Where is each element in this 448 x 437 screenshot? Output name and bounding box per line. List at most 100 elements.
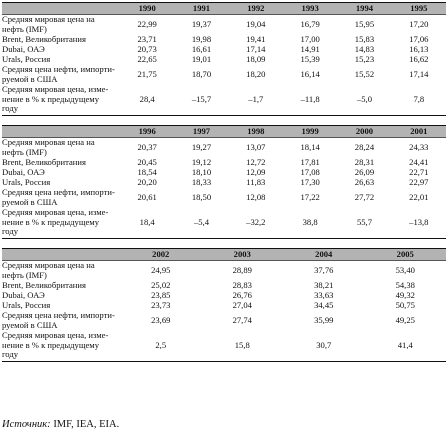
row-label: Средняя мировая цена, изме-нение в % к п… [2, 207, 120, 239]
year-header: 1990 [120, 2, 175, 15]
value-cell: 18,09 [246, 54, 266, 65]
value-cell: 18,33 [191, 177, 212, 188]
value-cell: 22,01 [409, 192, 429, 203]
table-row: Dubai, ОАЭ 23,85 26,76 33,63 49,32 [2, 290, 446, 301]
header-label-cell [2, 125, 120, 138]
header-label-cell [2, 2, 120, 15]
value-cell: 19,01 [191, 54, 212, 65]
price-table-1996-2001: 1996 1997 1998 1999 2000 2001 Средняя ми… [2, 125, 446, 239]
value-cell: –11,8 [282, 85, 338, 116]
value-cell: 28,24 [354, 142, 375, 153]
price-table-2002-2005: 2002 2003 2004 2005 Средняя мировая цена… [2, 248, 446, 362]
year-header: 2004 [283, 248, 365, 261]
value-cell: 15,83 [354, 34, 375, 45]
value-cell: 17,08 [300, 167, 320, 178]
value-cell: 18,50 [191, 192, 212, 203]
table-row: Brent, Великобритания 25,02 28,83 38,21 … [2, 280, 446, 291]
value-cell: –1,7 [228, 85, 283, 116]
value-cell: 49,32 [395, 290, 415, 301]
value-cell: 18,54 [137, 167, 157, 178]
table-row: Средняя мировая цена на нефть (IMF) 22,99… [2, 14, 446, 36]
row-label: Brent, Великобритания [2, 157, 86, 167]
value-cell: 28,31 [354, 157, 375, 168]
value-cell: 24,33 [409, 142, 429, 153]
value-cell: 17,00 [300, 34, 320, 45]
value-cell: 27,74 [232, 315, 252, 326]
row-label: Средняя мировая цена, изме-нение в % к п… [2, 330, 120, 362]
oil-price-document: 1990 1991 1992 1993 1994 1995 Средняя ми… [2, 2, 446, 362]
year-header: 2005 [364, 248, 446, 261]
year-header: 1999 [282, 125, 338, 138]
value-cell: 53,40 [395, 265, 415, 276]
value-cell: 23,73 [151, 300, 171, 311]
value-cell: 18,14 [300, 142, 320, 153]
value-cell: –13,8 [391, 208, 446, 239]
value-cell: 15,39 [300, 54, 320, 65]
table-row: Средняя мировая цена, изме-нение в % к п… [2, 84, 446, 116]
year-header: 1995 [391, 2, 446, 15]
value-cell: 34,45 [314, 300, 334, 311]
value-cell: 17,14 [409, 69, 429, 80]
value-cell: 12,08 [246, 192, 266, 203]
value-cell: 17,30 [300, 177, 320, 188]
row-label: Dubai, ОАЭ [2, 167, 45, 177]
value-cell: 49,25 [395, 315, 415, 326]
value-cell: 16,62 [409, 54, 429, 65]
year-header: 2000 [337, 125, 392, 138]
header-label-cell [2, 248, 120, 261]
value-cell: 23,69 [151, 315, 171, 326]
value-cell: 19,12 [191, 157, 212, 168]
year-header: 1991 [174, 2, 229, 15]
value-cell: 19,98 [191, 34, 212, 45]
value-cell: 38,8 [282, 208, 338, 239]
value-cell: 21,75 [137, 69, 157, 80]
value-cell: 15,52 [354, 69, 375, 80]
table-row: Средняя мировая цена, изме-нение в % к п… [2, 207, 446, 239]
value-cell: 28,83 [232, 280, 252, 291]
value-cell: 15,95 [354, 19, 375, 30]
value-cell: 23,85 [151, 290, 171, 301]
year-header: 1997 [174, 125, 229, 138]
value-cell: 14,83 [354, 44, 375, 55]
value-cell: 15,8 [201, 331, 283, 362]
value-cell: 11,83 [246, 177, 266, 188]
value-cell: 19,37 [191, 19, 212, 30]
value-cell: 17,14 [246, 44, 266, 55]
value-cell: 28,4 [120, 85, 175, 116]
value-cell: 28,89 [232, 265, 252, 276]
year-header: 2002 [120, 248, 202, 261]
table-row: Средняя цена нефти, импорти-руемой в США… [2, 64, 446, 85]
value-cell: 54,38 [395, 280, 415, 291]
value-cell: 27,72 [354, 192, 375, 203]
table-row: Dubai, ОАЭ 18,54 18,10 12,09 17,08 26,09… [2, 167, 446, 178]
value-cell: 23,71 [137, 34, 157, 45]
value-cell: 14,91 [300, 44, 320, 55]
table-row: Средняя цена нефти, импорти-руемой в США… [2, 310, 446, 331]
value-cell: 20,37 [137, 142, 157, 153]
block-spacer [2, 239, 446, 248]
value-cell: 22,71 [409, 167, 429, 178]
value-cell: 19,27 [191, 142, 212, 153]
year-header-row: 1990 1991 1992 1993 1994 1995 [2, 2, 446, 15]
value-cell: 17,06 [409, 34, 429, 45]
block-spacer [2, 116, 446, 125]
year-header-row: 1996 1997 1998 1999 2000 2001 [2, 125, 446, 138]
year-header: 1994 [337, 2, 392, 15]
value-cell: 25,02 [151, 280, 171, 291]
row-label: Средняя мировая цена на нефть (IMF) [2, 137, 95, 157]
row-label: Средняя мировая цена, изме-нение в % к п… [2, 84, 120, 116]
table-row: Urals, Россия 20,20 18,33 11,83 17,30 26… [2, 177, 446, 188]
value-cell: 16,13 [409, 44, 429, 55]
year-header: 2001 [391, 125, 446, 138]
table-row: Средняя мировая цена, изме-нение в % к п… [2, 330, 446, 362]
value-cell: –15,7 [174, 85, 229, 116]
price-table-1990-1995: 1990 1991 1992 1993 1994 1995 Средняя ми… [2, 2, 446, 116]
value-cell: 12,72 [246, 157, 266, 168]
row-label: Urals, Россия [2, 54, 51, 64]
value-cell: 13,07 [246, 142, 266, 153]
value-cell: 17,81 [300, 157, 320, 168]
table-row: Dubai, ОАЭ 20,73 16,61 17,14 14,91 14,83… [2, 44, 446, 55]
year-header: 1992 [228, 2, 283, 15]
year-header: 1998 [228, 125, 283, 138]
source-label: Источник: [2, 419, 51, 430]
